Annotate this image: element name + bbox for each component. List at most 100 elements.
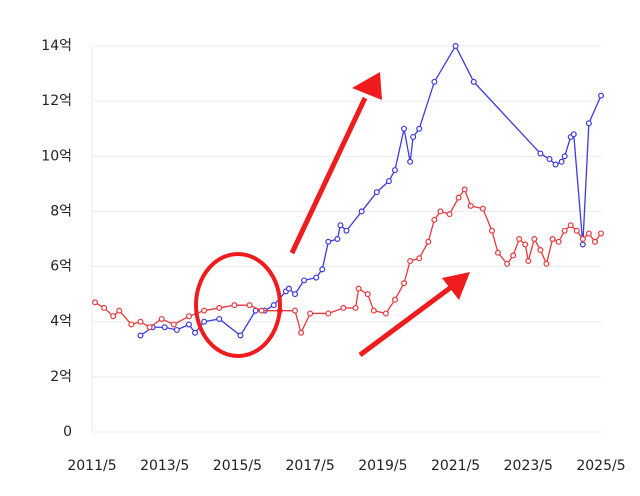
highlight-circle <box>194 252 282 358</box>
data-point <box>446 211 453 218</box>
data-point <box>391 296 398 303</box>
x-tick-label: 2021/5 <box>431 458 480 474</box>
annotations <box>194 72 470 358</box>
data-point <box>597 92 604 99</box>
data-point <box>431 216 438 223</box>
data-point <box>334 236 341 243</box>
arrow-head <box>442 272 470 300</box>
data-point <box>110 313 117 320</box>
data-point <box>431 78 438 85</box>
data-point <box>552 161 559 168</box>
data-point <box>537 150 544 157</box>
y-tick-label: 8억 <box>50 203 72 219</box>
data-point <box>567 222 574 229</box>
data-point <box>352 304 359 311</box>
data-point <box>146 324 153 331</box>
data-point <box>585 120 592 127</box>
data-point <box>358 208 365 215</box>
data-point <box>158 315 165 322</box>
data-point <box>385 178 392 185</box>
data-point <box>546 156 553 163</box>
data-point <box>488 227 495 234</box>
data-point <box>455 194 462 201</box>
data-point <box>185 313 192 320</box>
y-tick-label: 10억 <box>41 148 72 164</box>
data-point <box>355 285 362 292</box>
x-tick-label: 2019/5 <box>358 458 407 474</box>
data-point <box>537 247 544 254</box>
data-point <box>467 202 474 209</box>
data-point <box>301 277 308 284</box>
data-point <box>313 274 320 281</box>
data-point <box>325 310 332 317</box>
y-tick-label: 14억 <box>41 38 72 54</box>
y-tick-label: 2억 <box>50 369 72 385</box>
data-point <box>597 230 604 237</box>
data-point <box>307 310 314 317</box>
data-point <box>258 307 265 314</box>
data-point <box>373 189 380 196</box>
data-point <box>461 186 468 193</box>
data-point <box>216 315 223 322</box>
data-point <box>579 241 586 248</box>
data-point <box>173 326 180 333</box>
data-point <box>558 158 565 165</box>
data-point <box>128 321 135 328</box>
data-point <box>291 291 298 298</box>
y-tick-label: 4억 <box>50 314 72 330</box>
data-point <box>401 125 408 132</box>
y-tick-label: 12억 <box>41 93 72 109</box>
data-point <box>504 260 511 267</box>
x-tick-label: 2025/5 <box>576 458 625 474</box>
data-point <box>591 238 598 245</box>
x-tick-label: 2017/5 <box>286 458 335 474</box>
data-point <box>285 285 292 292</box>
data-point <box>201 307 208 314</box>
x-tick-label: 2011/5 <box>67 458 116 474</box>
data-point <box>437 208 444 215</box>
x-tick-label: 2023/5 <box>504 458 553 474</box>
data-point <box>416 255 423 262</box>
data-point <box>170 321 177 328</box>
data-point <box>270 302 277 309</box>
x-tick-label: 2015/5 <box>213 458 262 474</box>
data-point <box>246 302 253 309</box>
data-point <box>137 332 144 339</box>
data-point <box>298 329 305 336</box>
data-point <box>525 258 532 265</box>
data-point <box>531 236 538 243</box>
data-point <box>410 133 417 140</box>
data-point <box>516 236 523 243</box>
data-point <box>185 321 192 328</box>
arrow <box>358 285 452 358</box>
data-point <box>401 280 408 287</box>
data-point <box>561 153 568 160</box>
y-tick-label: 0 <box>63 424 72 440</box>
x-tick-label: 2013/5 <box>140 458 189 474</box>
data-point <box>416 125 423 132</box>
data-point <box>92 299 99 306</box>
plot-area: 0 2억 4억 6억 8억 10억 12억 14억 2011/5 2013/5 2015/5 2017… <box>41 38 625 474</box>
arrow-head <box>352 72 382 100</box>
data-point <box>494 249 501 256</box>
data-point <box>570 131 577 138</box>
data-point <box>470 78 477 85</box>
data-point <box>319 266 326 273</box>
data-point <box>407 258 414 265</box>
data-point <box>216 304 223 311</box>
data-point <box>116 307 123 314</box>
data-point <box>201 318 208 325</box>
y-tick-label: 6억 <box>50 259 72 275</box>
data-point <box>479 205 486 212</box>
data-point <box>364 291 371 298</box>
data-point <box>579 236 586 243</box>
data-point <box>343 227 350 234</box>
data-point <box>337 222 344 229</box>
data-point <box>510 252 517 259</box>
data-point <box>340 304 347 311</box>
data-point <box>549 236 556 243</box>
data-point <box>543 260 550 267</box>
data-point <box>370 307 377 314</box>
